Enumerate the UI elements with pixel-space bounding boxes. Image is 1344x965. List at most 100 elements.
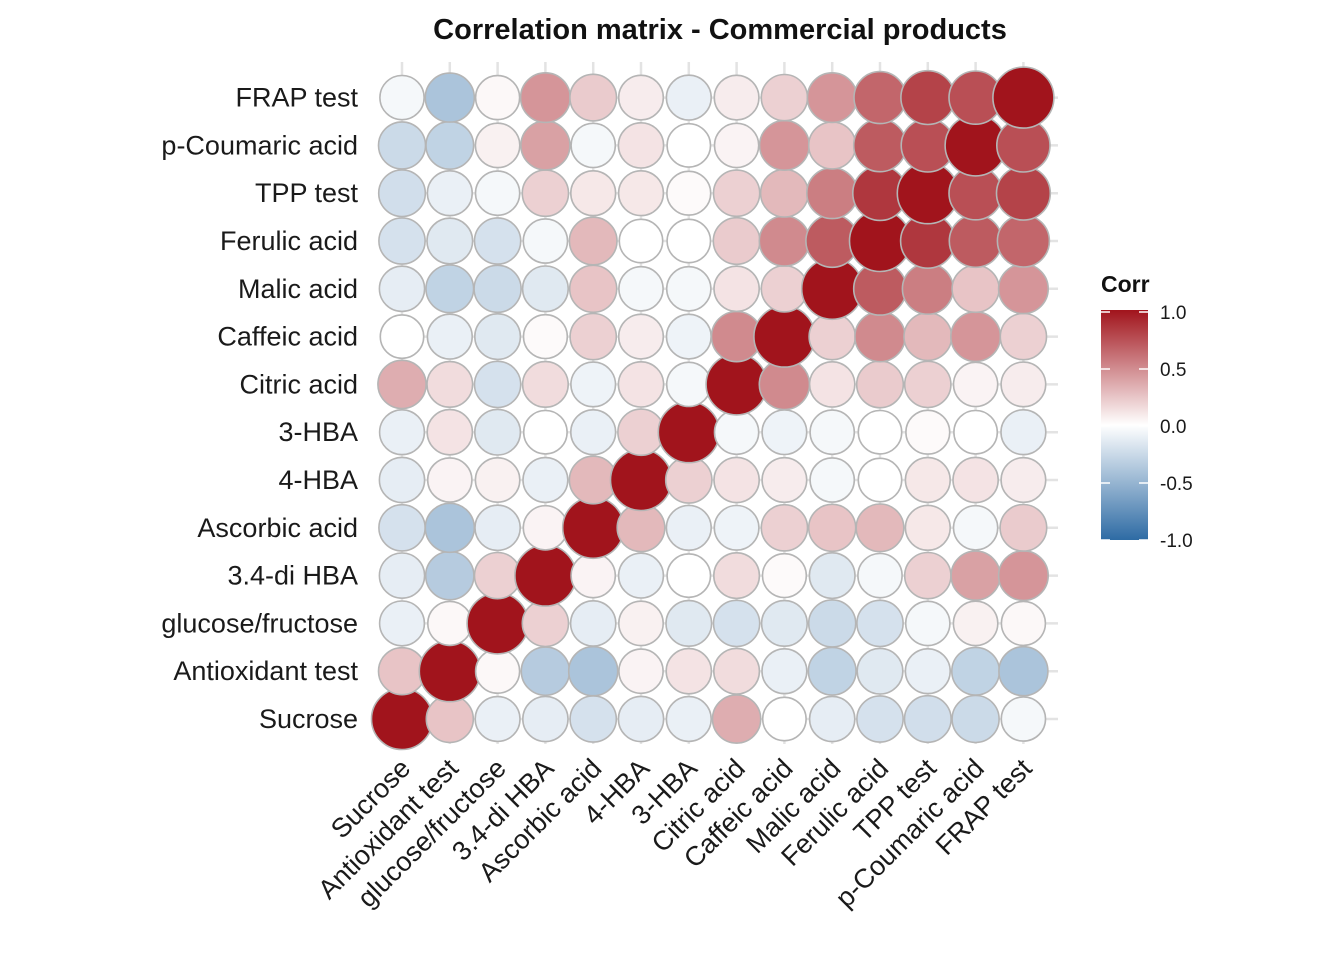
legend-tick-label: 1.0: [1160, 303, 1186, 324]
corr-cell-3-8: [761, 552, 808, 599]
corr-cell-8-4: [569, 312, 618, 361]
corr-cell-2-7: [712, 599, 761, 648]
corr-cell-7-13: [1000, 361, 1047, 408]
corr-cell-2-9: [807, 599, 857, 648]
corr-cell-12-10: [852, 118, 908, 173]
corr-cell-2-12: [952, 600, 999, 647]
corr-cell-10-0: [378, 217, 426, 265]
corr-cell-3-6: [666, 553, 712, 599]
corr-cell-0-12: [951, 694, 1000, 744]
corr-cell-8-10: [854, 310, 906, 363]
corr-cell-2-10: [856, 599, 904, 648]
corr-cell-0-0: [370, 687, 434, 751]
corr-cell-0-8: [761, 696, 807, 742]
corr-cell-8-13: [999, 312, 1048, 361]
corr-cell-13-5: [617, 74, 665, 121]
corr-cell-7-4: [570, 361, 617, 408]
corr-cell-1-2: [474, 648, 521, 695]
corr-cell-2-6: [665, 599, 713, 648]
corr-cell-0-1: [425, 694, 475, 744]
corr-cell-1-6: [665, 647, 713, 695]
corr-cell-8-1: [426, 313, 473, 360]
corr-cell-4-2: [474, 504, 522, 552]
corr-cell-12-4: [570, 122, 617, 169]
legend-tick-label: -1.0: [1160, 531, 1193, 552]
corr-cell-9-13: [997, 263, 1050, 315]
corr-cell-5-6: [664, 456, 713, 504]
corr-cell-2-5: [617, 600, 664, 647]
corr-cell-8-2: [474, 313, 522, 361]
corr-cell-4-3: [522, 504, 569, 551]
corr-cell-7-6: [665, 361, 712, 408]
corr-cell-0-9: [808, 695, 856, 743]
corr-cell-6-4: [569, 409, 617, 456]
corr-cell-12-2: [474, 122, 521, 169]
corr-cell-2-1: [426, 600, 473, 647]
corr-cell-3-12: [950, 550, 1001, 601]
corr-cell-5-3: [522, 456, 569, 504]
corr-cell-6-8: [761, 409, 808, 456]
corr-cell-0-13: [1000, 696, 1047, 742]
corr-cell-6-0: [378, 409, 426, 456]
y-tick-label: Caffeic acid: [217, 322, 358, 352]
corr-cell-2-0: [378, 600, 426, 647]
corr-cell-12-6: [666, 122, 712, 168]
y-tick-label: Ascorbic acid: [197, 513, 358, 543]
corr-cell-4-4: [561, 496, 625, 560]
corr-cell-8-11: [903, 312, 953, 362]
corr-cell-7-5: [617, 360, 665, 408]
corr-cell-6-1: [426, 408, 474, 456]
corr-cell-10-4: [568, 216, 618, 266]
corr-cell-6-3: [522, 409, 568, 455]
corr-cell-3-9: [808, 551, 856, 600]
corr-cell-4-7: [713, 504, 760, 551]
corr-cell-11-13: [995, 165, 1052, 221]
corr-cell-3-0: [378, 552, 426, 600]
corr-cell-0-7: [711, 694, 762, 744]
corr-cell-6-12: [953, 409, 999, 455]
corr-cell-13-7: [713, 74, 760, 121]
corr-cell-5-11: [904, 456, 951, 504]
y-tick-label: Antioxidant test: [173, 656, 358, 686]
corr-cell-2-13: [1000, 600, 1047, 647]
corr-cell-12-1: [425, 120, 475, 170]
corr-cell-0-5: [617, 695, 665, 743]
corr-cell-13-0: [379, 74, 425, 121]
y-tick-label: FRAP test: [235, 83, 358, 113]
corr-cell-13-4: [569, 73, 618, 122]
corr-cell-13-8: [760, 73, 809, 122]
corr-cell-3-7: [712, 551, 761, 600]
corr-cell-12-8: [758, 119, 811, 171]
y-tick-label: Malic acid: [238, 274, 358, 304]
corr-cell-4-8: [760, 503, 809, 552]
corr-cell-4-12: [952, 504, 999, 551]
corr-cell-12-9: [807, 121, 857, 170]
corr-cell-7-7: [705, 353, 768, 416]
corr-cell-0-2: [474, 695, 521, 743]
legend-tick-label: 0.5: [1160, 360, 1186, 381]
corr-cell-11-2: [474, 170, 521, 217]
corr-cell-0-3: [522, 695, 569, 743]
correlation-cells: [370, 66, 1055, 751]
corr-cell-1-9: [807, 646, 857, 696]
corr-cell-6-13: [1000, 409, 1047, 456]
corr-cell-11-6: [666, 170, 712, 216]
corr-cell-8-8: [753, 305, 816, 368]
corr-cell-8-5: [617, 313, 665, 360]
corr-cell-9-1: [425, 264, 475, 314]
corr-cell-8-6: [665, 313, 712, 360]
corr-cell-1-5: [618, 648, 664, 695]
corr-cell-13-3: [519, 72, 572, 124]
corr-cell-2-4: [569, 600, 617, 647]
corr-cell-5-8: [761, 456, 808, 504]
corr-cell-7-11: [903, 360, 952, 409]
y-tick-label: 4-HBA: [278, 465, 358, 495]
y-tick-label: TPP test: [255, 178, 359, 208]
corr-cell-9-3: [521, 265, 570, 313]
corr-cell-1-4: [567, 645, 619, 697]
corr-cell-5-13: [1000, 456, 1047, 504]
corr-cell-3-1: [424, 550, 475, 601]
legend-tick-label: -0.5: [1160, 474, 1193, 495]
corr-cell-3-13: [997, 549, 1050, 602]
